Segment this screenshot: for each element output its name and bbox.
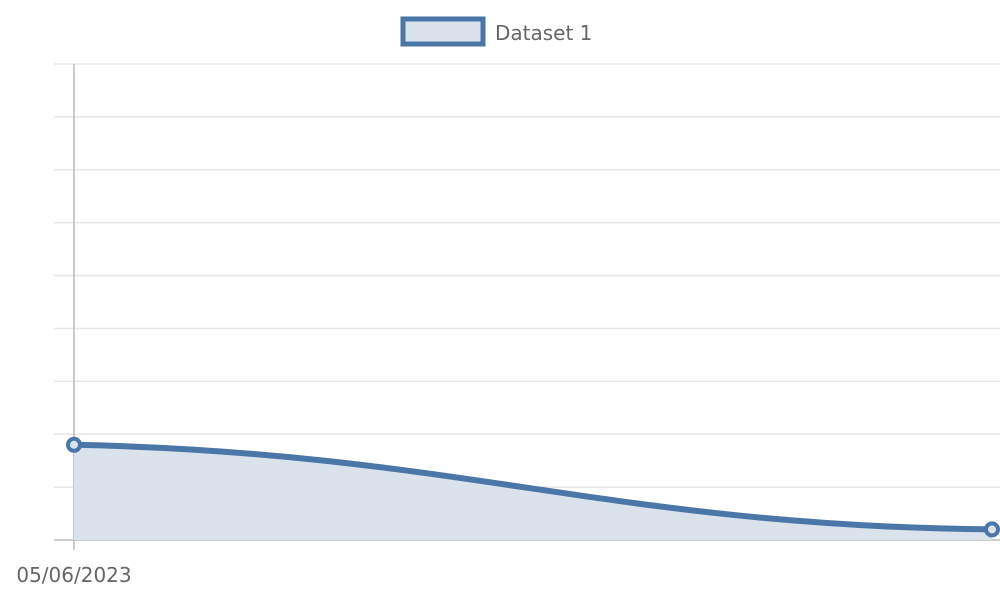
- legend[interactable]: Dataset 1: [400, 16, 592, 47]
- series-area-dataset-1: [74, 444, 992, 540]
- series-line-dataset-1: [71, 441, 995, 533]
- data-point-0[interactable]: [66, 436, 82, 453]
- data-point-1[interactable]: [984, 521, 1000, 538]
- x-tick-label-0: 05/06/2023: [16, 563, 131, 587]
- series-points: [66, 436, 1000, 538]
- legend-label-dataset-1[interactable]: Dataset 1: [495, 21, 592, 45]
- x-tick-labels: 05/06/2023: [16, 563, 131, 587]
- legend-swatch-dataset-1[interactable]: [400, 16, 486, 47]
